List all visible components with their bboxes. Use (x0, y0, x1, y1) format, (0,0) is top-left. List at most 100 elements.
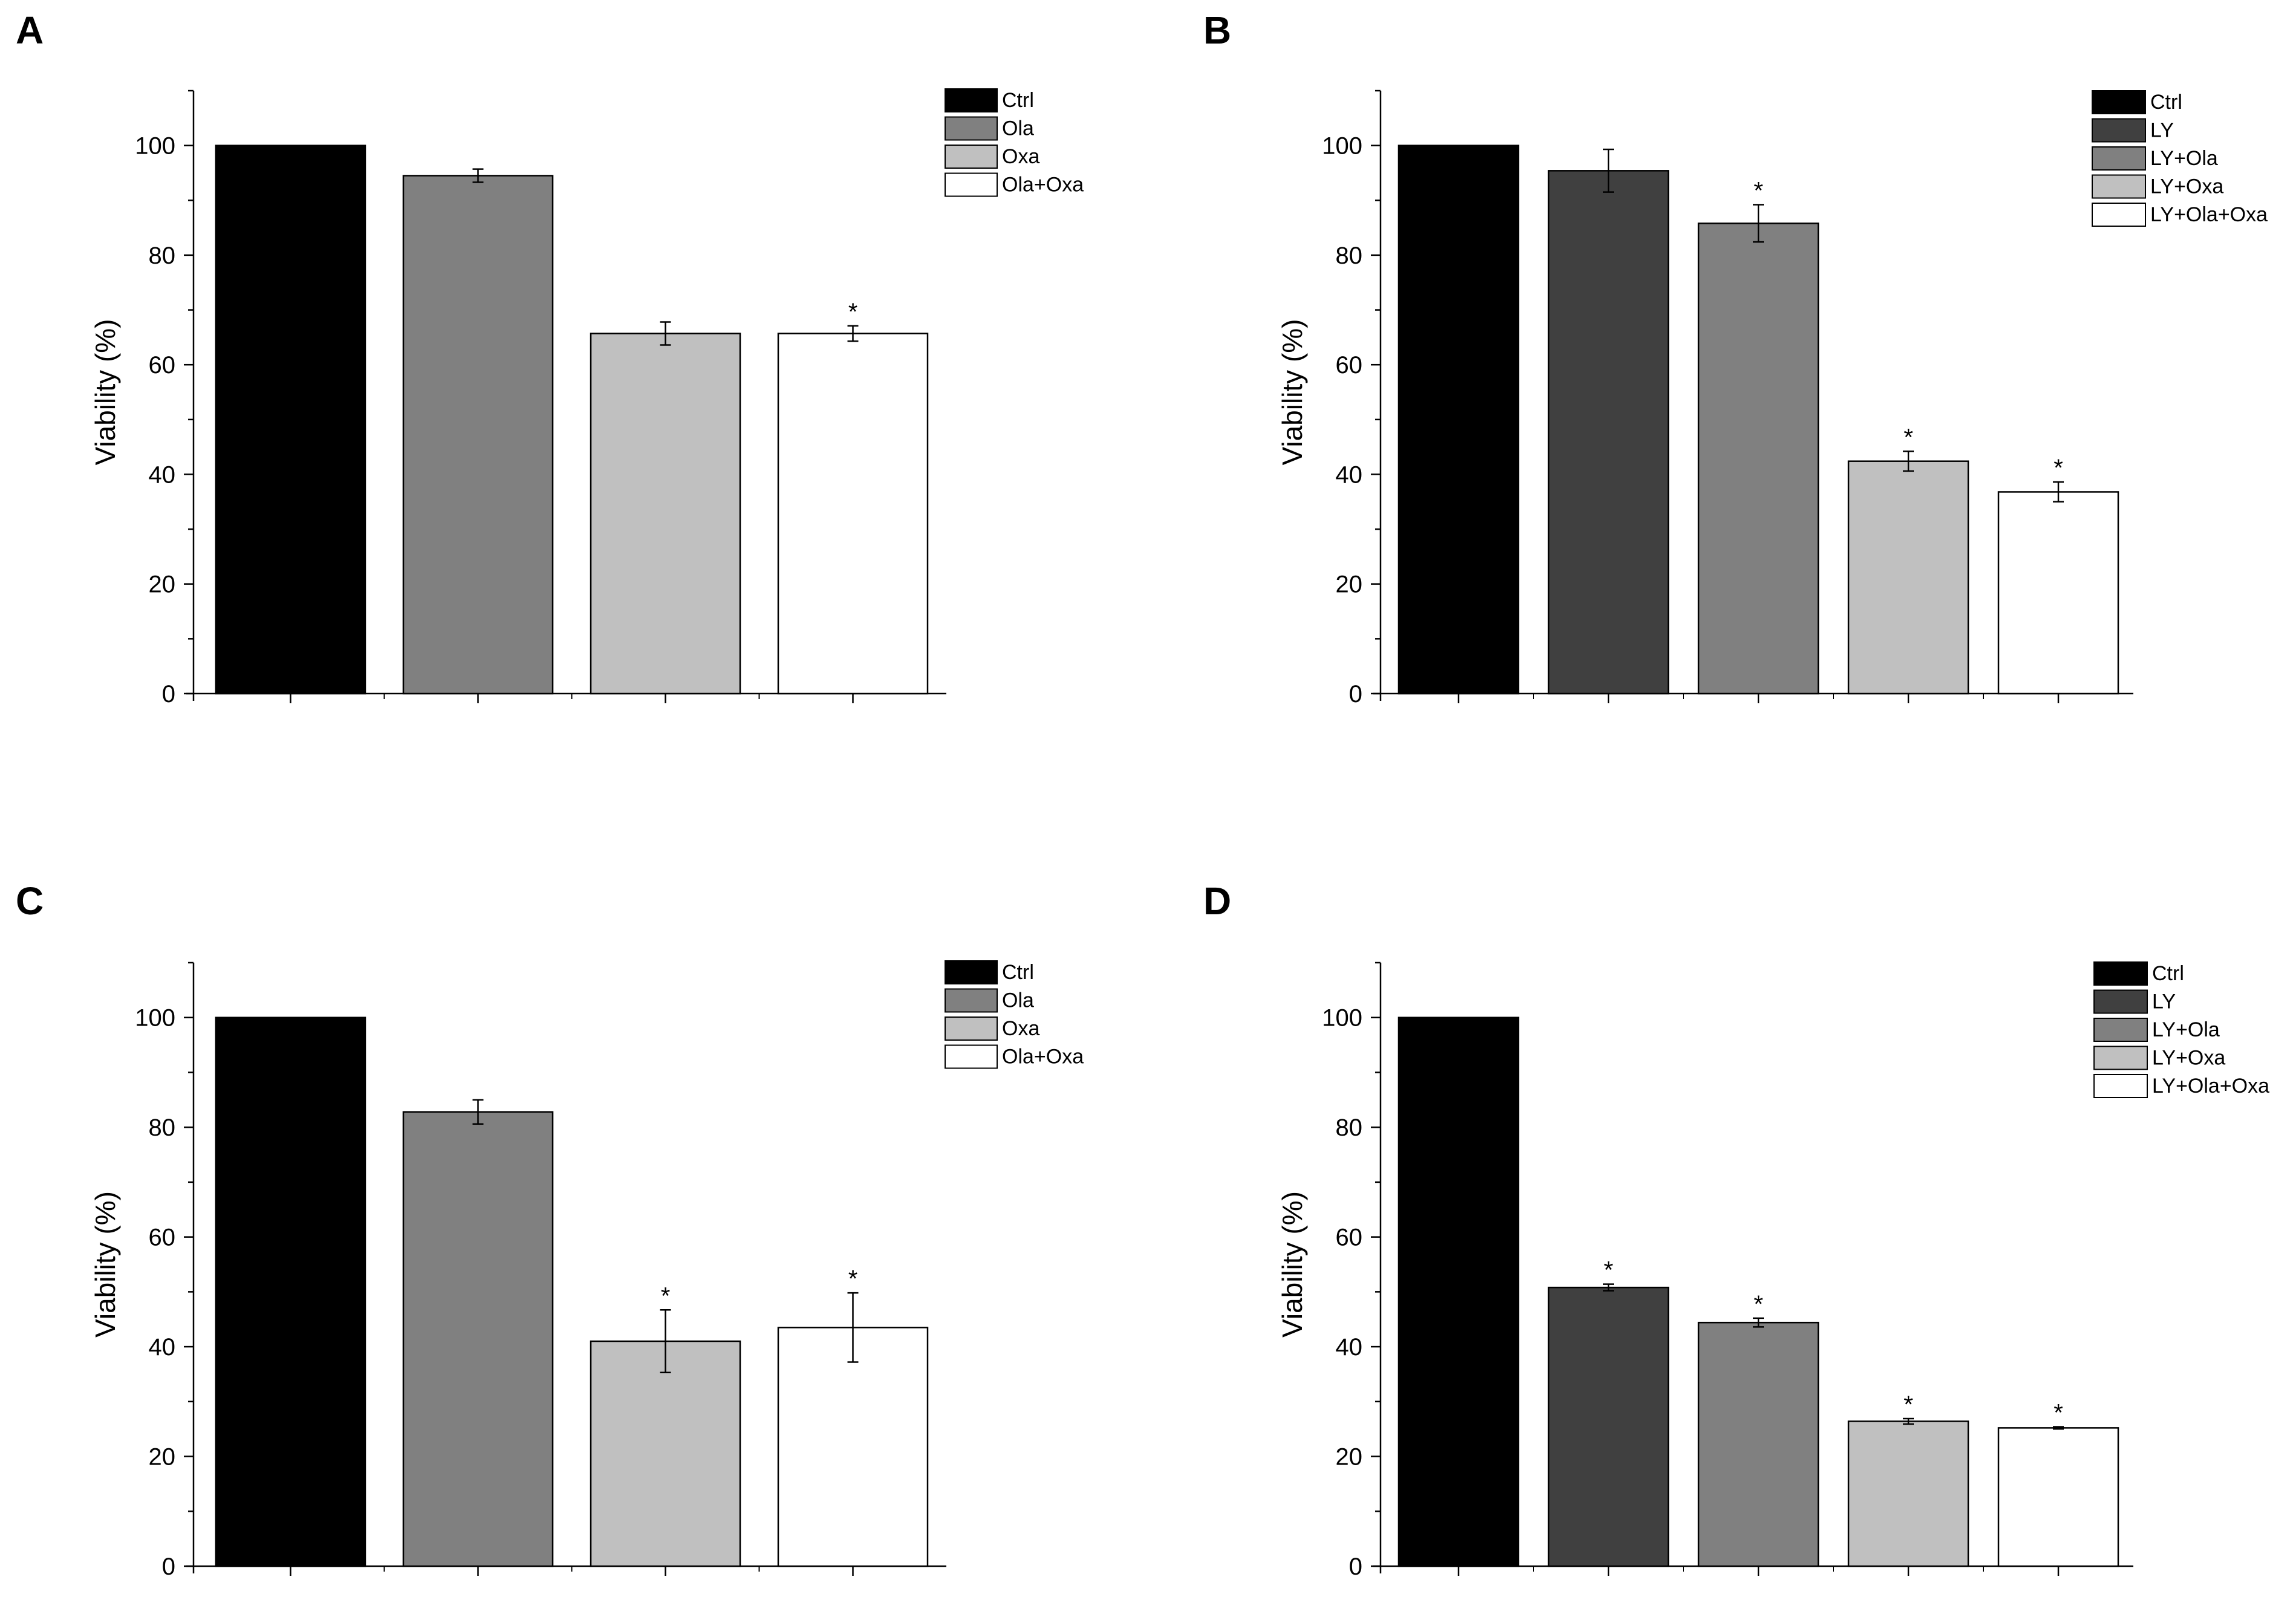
error-bar-ly-ola (1753, 1317, 1764, 1328)
legend-label: LY+Oxa (2152, 1047, 2225, 1070)
error-bar-ly (1603, 148, 1614, 193)
legend-label: LY+Ola (2152, 1018, 2220, 1041)
y-tick-label: 100 (1322, 1005, 1362, 1032)
y-tick-label: 20 (149, 571, 176, 598)
error-bar-ly-ola (1753, 204, 1764, 243)
y-tick-label: 80 (149, 1114, 176, 1141)
y-tick-label: 60 (1336, 352, 1363, 379)
panel-label-b: B (1203, 8, 1231, 52)
legend-swatch (945, 172, 998, 197)
panel-label-a: A (16, 8, 44, 52)
y-tick-label: 20 (1336, 1444, 1363, 1471)
error-bar-ly (1603, 1283, 1614, 1292)
significance-marker: * (661, 1283, 671, 1309)
significance-marker: * (1604, 1257, 1613, 1284)
bar-ola (402, 1111, 554, 1567)
legend-label: Ctrl (1002, 961, 1034, 984)
y-axis-title: Viability (%) (1276, 1191, 1308, 1338)
legend: Ctrl Ola Oxa Ola+Oxa (945, 88, 1084, 197)
error-bar-ola (472, 1099, 484, 1125)
bar-ly-oxa (1847, 460, 1969, 695)
significance-marker: * (1754, 178, 1763, 204)
legend: Ctrl LY LY+Ola LY+Oxa LY+Ola+Oxa (2093, 961, 2269, 1098)
y-tick-label: 100 (135, 133, 175, 160)
error-bar-ly-ola-oxa (2053, 1426, 2064, 1430)
legend: Ctrl LY LY+Ola LY+Oxa LY+Ola+Oxa (2092, 90, 2268, 227)
legend-swatch (2092, 174, 2146, 199)
legend-label: Ola (1002, 989, 1034, 1012)
legend-label: LY+Ola+Oxa (2152, 1075, 2269, 1098)
legend-label: LY+Oxa (2150, 175, 2223, 198)
legend-label: Ola+Oxa (1002, 174, 1084, 197)
y-tick-label: 0 (162, 681, 175, 707)
bar-ly (1547, 1286, 1670, 1567)
y-tick-label: 100 (1322, 133, 1362, 160)
y-tick-label: 0 (1349, 681, 1362, 707)
error-bar-ola-oxa (847, 325, 859, 342)
y-tick-label: 100 (135, 1005, 175, 1032)
bar-oxa (590, 1340, 741, 1567)
legend-swatch (2092, 146, 2146, 171)
chart-panel-d: D Viability (%) 0 20 40 60 80 100 * * * * Ctrl LY LY+O… (1203, 879, 2269, 1580)
bar-ctrl (215, 1016, 366, 1567)
y-tick-label: 60 (149, 352, 176, 379)
bar-ola (402, 175, 554, 695)
bar-ly (1547, 170, 1670, 695)
chart-panel-a: A Viability (%) 0 20 40 60 80 100 * Ctrl Ola Oxa Ola… (16, 8, 1084, 707)
error-bar-oxa (660, 321, 671, 346)
legend-swatch (2093, 1018, 2148, 1042)
legend-swatch (945, 116, 998, 141)
error-bar-ola-oxa (847, 1292, 859, 1363)
y-tick-label: 0 (162, 1553, 175, 1580)
bar-ly-oxa (1847, 1420, 1969, 1567)
legend-swatch (945, 1016, 998, 1041)
y-tick-label: 0 (1349, 1553, 1362, 1580)
bar-ctrl (215, 145, 366, 695)
chart-panel-b: B Viability (%) 0 20 40 60 80 100 * * * Ctrl LY LY+Ol… (1203, 8, 2268, 707)
legend: Ctrl Ola Oxa Ola+Oxa (945, 960, 1084, 1069)
significance-marker: * (1904, 1391, 1913, 1418)
y-axis-title: Viability (%) (89, 1191, 121, 1338)
legend-label: Ctrl (1002, 89, 1034, 112)
legend-swatch (945, 960, 998, 984)
bar-ctrl (1397, 145, 1520, 695)
legend-label: Oxa (1002, 145, 1039, 168)
y-tick-label: 80 (149, 242, 176, 269)
legend-swatch (945, 1044, 998, 1069)
bar-ly-ola-oxa (1997, 491, 2119, 695)
bar-ly-ola-oxa (1997, 1427, 2119, 1567)
y-tick-label: 60 (1336, 1225, 1363, 1251)
error-bar-ly-oxa (1903, 450, 1914, 472)
chart-panel-c: C Viability (%) 0 20 40 60 80 100 * * Ctrl Ola Oxa Ol… (16, 879, 1084, 1580)
y-axis-title: Viability (%) (89, 319, 121, 466)
legend-swatch (2093, 961, 2148, 986)
y-tick-label: 80 (1336, 242, 1363, 269)
bar-ola-oxa (777, 333, 929, 695)
legend-label: Ctrl (2152, 962, 2184, 985)
y-axis-title: Viability (%) (1276, 319, 1308, 466)
bar-ola-oxa (777, 1327, 929, 1567)
legend-swatch (2093, 1046, 2148, 1070)
legend-label: Ctrl (2150, 91, 2182, 114)
y-tick-label: 40 (1336, 1334, 1363, 1361)
significance-marker: * (1904, 424, 1913, 450)
bar-ctrl (1397, 1016, 1520, 1567)
legend-label: Oxa (1002, 1017, 1039, 1040)
error-bar-ola (472, 168, 484, 183)
legend-swatch (2092, 118, 2146, 143)
significance-marker: * (1754, 1291, 1763, 1318)
significance-marker: * (848, 1266, 858, 1292)
legend-swatch (2093, 989, 2148, 1014)
y-tick-label: 60 (149, 1225, 176, 1251)
legend-swatch (945, 88, 998, 112)
legend-label: Ola (1002, 117, 1034, 140)
significance-marker: * (2054, 455, 2063, 481)
legend-swatch (945, 988, 998, 1013)
y-tick-label: 40 (149, 1334, 176, 1361)
bar-oxa (590, 333, 741, 695)
legend-swatch (2092, 90, 2146, 114)
error-bar-oxa (660, 1309, 671, 1373)
legend-label: Ola+Oxa (1002, 1046, 1084, 1068)
significance-marker: * (2054, 1400, 2063, 1426)
